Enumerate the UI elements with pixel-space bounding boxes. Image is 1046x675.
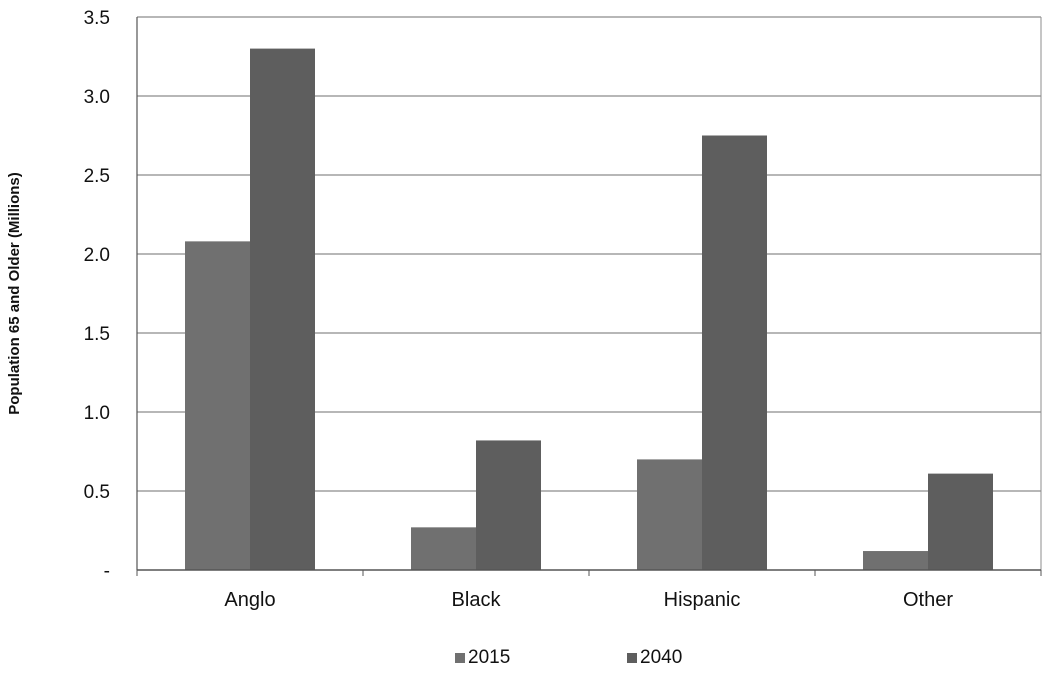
y-tick-label: 2.0 — [84, 245, 110, 266]
y-tick-label: 3.5 — [84, 8, 110, 29]
legend-swatch-2040 — [627, 653, 637, 663]
y-axis-title: Population 65 and Older (Millions) — [6, 172, 23, 415]
y-tick-label: 1.0 — [84, 403, 110, 424]
labels: - 0.5 1.0 1.5 2.0 2.5 3.0 3.5 Anglo Black Hispanic… — [6, 8, 953, 611]
y-tick-label: - — [104, 561, 110, 582]
bar-2040-black — [476, 440, 541, 570]
bar-2040-hispanic — [702, 135, 767, 570]
y-tick-label: 2.5 — [84, 166, 110, 187]
bar-2015-black — [411, 527, 476, 570]
bar-2015-anglo — [185, 241, 250, 571]
x-tick-label: Hispanic — [664, 589, 741, 611]
legend-swatch-2015 — [455, 653, 465, 663]
bar-2040-other — [928, 473, 993, 570]
legend-label-2015: 2015 — [468, 647, 510, 668]
x-tick-label: Other — [903, 589, 953, 611]
y-tick-label: 1.5 — [84, 324, 110, 345]
y-tick-label: 0.5 — [84, 482, 110, 503]
bar-2040-anglo — [250, 48, 315, 571]
bar-2015-hispanic — [637, 459, 702, 570]
legend-label-2040: 2040 — [640, 647, 682, 668]
x-tick-label: Black — [452, 589, 502, 611]
x-tick-label: Anglo — [224, 589, 275, 611]
bars — [185, 48, 993, 571]
y-tick-label: 3.0 — [84, 87, 110, 108]
legend: 2015 2040 — [455, 647, 682, 668]
bar-2015-other — [863, 551, 928, 570]
axes — [136, 17, 1042, 576]
